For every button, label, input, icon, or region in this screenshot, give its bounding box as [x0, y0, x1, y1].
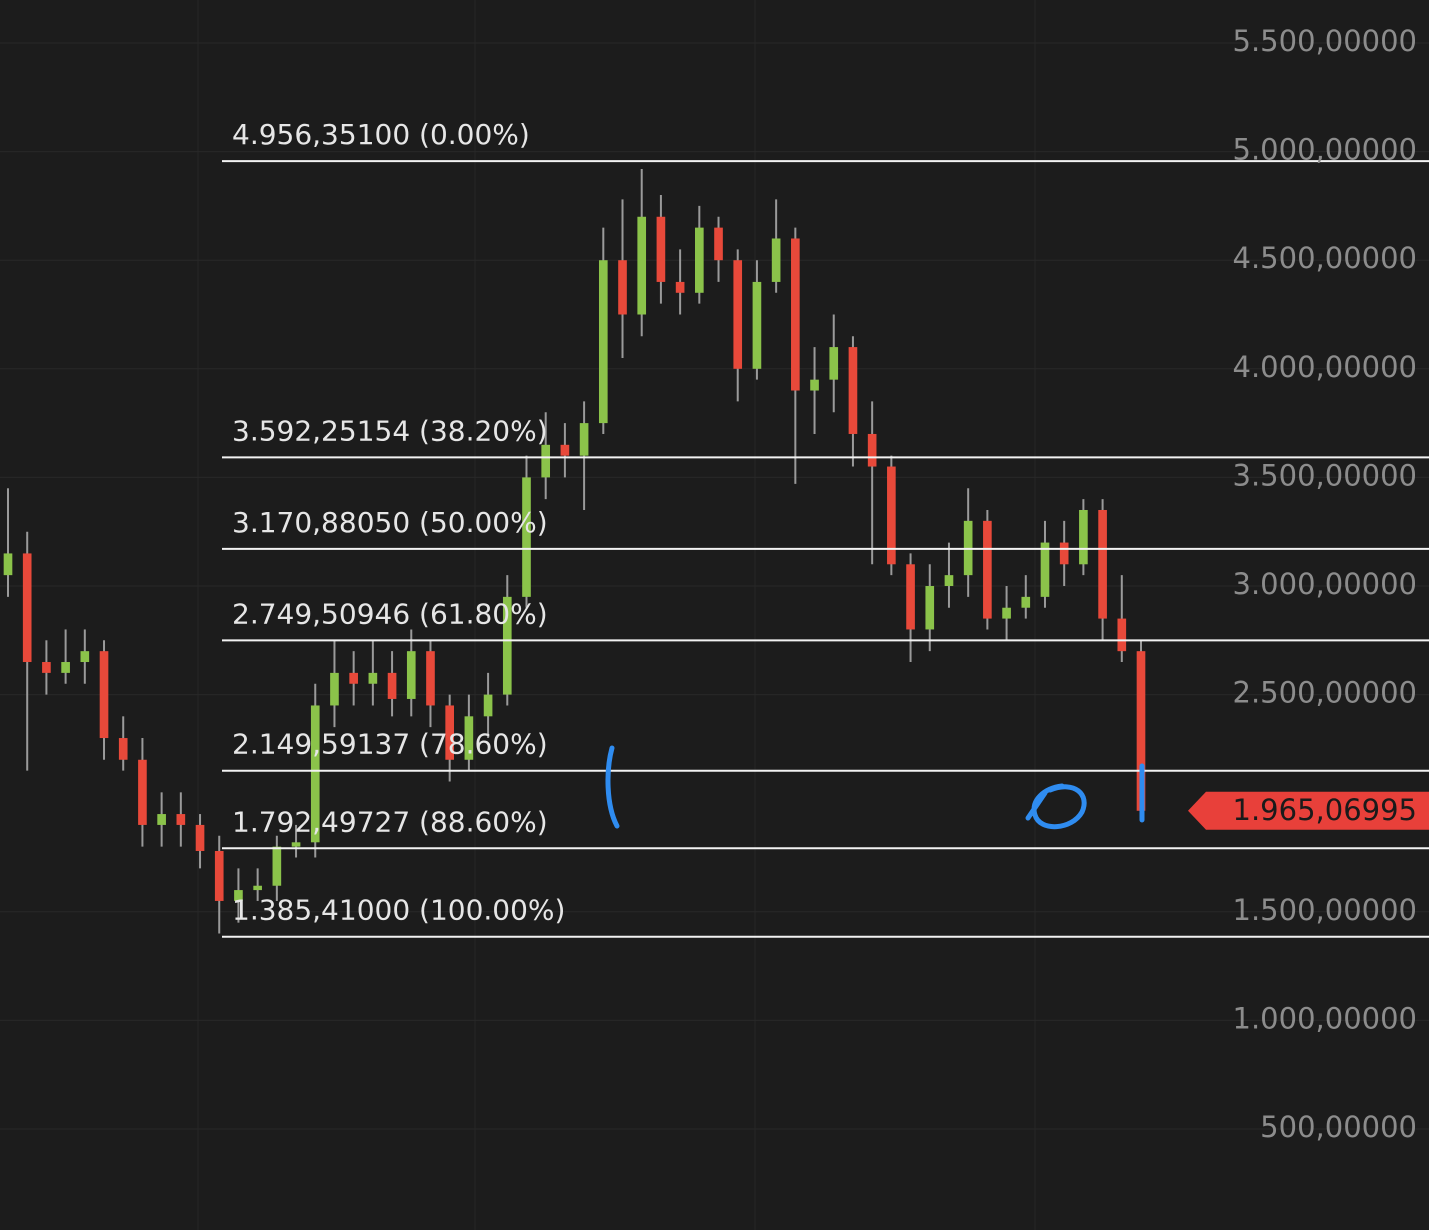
candle-body: [42, 662, 51, 673]
candle-body: [983, 520, 992, 619]
candle-body: [80, 651, 90, 663]
candle-body: [1117, 618, 1127, 652]
candle-body: [272, 846, 282, 886]
candle-body: [637, 216, 647, 315]
y-tick-label: 2.500,00000: [1233, 676, 1418, 710]
candle-body: [483, 694, 493, 717]
candle-body: [1021, 596, 1031, 608]
candle-body: [1098, 509, 1107, 619]
fib-level-label: 1.385,41000 (100.00%): [232, 894, 565, 927]
annotations: [605, 745, 1145, 830]
candle-body: [234, 890, 243, 901]
candle-body: [925, 586, 935, 630]
candle-body: [829, 347, 839, 380]
last-price-tag: [1188, 791, 1429, 830]
candle-body: [406, 651, 416, 699]
candle-body: [310, 705, 320, 843]
y-tick-label: 3.000,00000: [1233, 567, 1418, 601]
fib-level-label: 3.170,88050 (50.00%): [232, 506, 548, 539]
candle-body: [1040, 542, 1050, 597]
candle-body: [157, 814, 166, 825]
y-tick-label: 500,00000: [1260, 1110, 1417, 1144]
y-tick-label: 5.500,00000: [1233, 24, 1418, 58]
candle-body: [214, 850, 224, 901]
candle-body: [99, 651, 109, 739]
price-axis: 500,00000 1.000,00000 1.500,00000 2.500,000…: [1233, 24, 1418, 1144]
candle-body: [752, 281, 762, 369]
candle-body: [733, 260, 743, 369]
grid: [0, 42, 1429, 1130]
fib-level-label: 3.592,25154 (38.20%): [232, 414, 548, 447]
candle-body: [560, 444, 570, 456]
candle-body: [291, 842, 301, 847]
fib-level-label: 2.749,50946 (61.80%): [232, 597, 548, 630]
candle-body: [598, 260, 608, 424]
candle-body: [906, 564, 915, 630]
y-tick-label: 5.000,00000: [1233, 133, 1418, 167]
last-price-label: 1.965,06995: [1233, 793, 1418, 827]
candle-body: [771, 238, 781, 282]
candle-body: [426, 651, 435, 706]
candle-body: [579, 423, 589, 456]
candle-body: [1079, 509, 1088, 565]
candle-body: [387, 672, 397, 699]
hand-stroke: [605, 745, 620, 829]
candle-body: [22, 553, 32, 663]
candle-body: [695, 227, 704, 293]
candle-body: [848, 347, 858, 434]
candle-body: [330, 672, 339, 706]
candle-body: [502, 596, 512, 695]
fib-level-label: 1.792,49727 (88.60%): [232, 805, 548, 838]
y-tick-label: 4.000,00000: [1233, 350, 1418, 384]
time-grid: [197, 0, 1036, 1230]
y-tick-label: 3.500,00000: [1233, 458, 1418, 492]
candle-body: [253, 885, 262, 891]
candle-body: [887, 466, 896, 565]
candle-body: [368, 672, 378, 684]
candle-body: [138, 759, 147, 825]
candle-body: [944, 575, 954, 587]
candle-body: [61, 662, 70, 673]
candle-body: [541, 444, 551, 478]
y-tick-label: 4.500,00000: [1233, 241, 1418, 275]
candle-body: [464, 716, 474, 760]
y-tick-label: 1.000,00000: [1233, 1001, 1418, 1035]
candle-body: [618, 260, 627, 315]
candle-body: [810, 379, 819, 391]
candle-body: [675, 281, 685, 293]
candle-body: [1136, 651, 1146, 811]
candle-body: [1002, 607, 1011, 619]
candle-body: [791, 238, 800, 391]
fibonacci: 4.956,35100 (0.00%) 3.592,25154 (38.20%) 3…: [222, 118, 1429, 938]
candle-body: [3, 553, 13, 576]
candle-body: [522, 477, 531, 597]
fib-level-label: 4.956,35100 (0.00%): [232, 118, 530, 151]
candle-body: [176, 814, 186, 825]
candle-body: [867, 433, 877, 467]
candle-body: [1059, 542, 1069, 565]
hand-circle: [1025, 783, 1087, 830]
candle-body: [118, 738, 128, 760]
price-tag: 1.965,06995: [1188, 791, 1429, 830]
candle-body: [349, 672, 358, 684]
candles: [3, 168, 1146, 934]
candle-body: [195, 824, 205, 851]
candle-body: [714, 227, 723, 261]
y-tick-label: 1.500,00000: [1233, 893, 1418, 927]
candle-body: [656, 216, 666, 282]
candle-body: [445, 705, 454, 760]
fib-level-label: 2.149,59137 (78.60%): [232, 728, 548, 761]
